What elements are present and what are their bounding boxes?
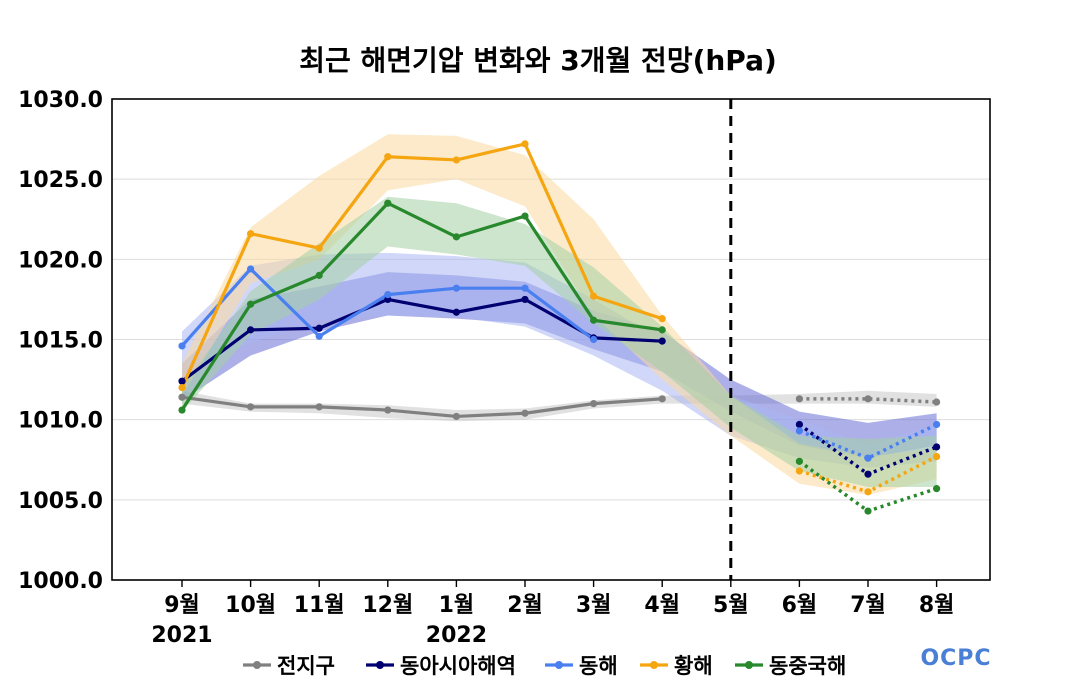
data-point <box>590 316 598 324</box>
axes <box>111 98 991 581</box>
data-point <box>247 326 255 334</box>
data-point <box>452 284 460 292</box>
forecast-point <box>864 470 872 478</box>
legend-marker <box>650 661 658 669</box>
x-tick-label: 11월 <box>294 593 345 618</box>
x-tick-label: 5월 <box>713 593 749 618</box>
data-point <box>452 233 460 241</box>
y-axis-ticks: 1000.0 1005.0 1010.0 1015.0 1020.0 1025.0 1030… <box>18 88 103 594</box>
forecast-point <box>933 420 941 429</box>
legend-label: 황해 <box>674 654 713 678</box>
x-axis-ticks: 9월 10월 11월 12월 1월 2월 3월 4월 5월 6월 7월 8월 2021 2022 <box>151 580 954 648</box>
data-point <box>521 140 529 148</box>
data-point <box>590 292 598 300</box>
data-point <box>178 342 186 350</box>
y-tick-label: 1015.0 <box>18 329 103 354</box>
legend-label: 동중국해 <box>769 654 846 678</box>
data-point <box>384 153 392 161</box>
forecast-point <box>795 420 804 429</box>
forecast-point <box>795 427 804 435</box>
forecast-point <box>864 454 872 462</box>
x-tick-label: 1월 <box>439 593 475 618</box>
data-point <box>384 406 392 414</box>
data-point <box>178 384 186 392</box>
data-point <box>315 244 323 252</box>
forecast-point <box>933 485 941 493</box>
forecast-point <box>795 457 804 465</box>
series-points <box>178 140 941 515</box>
legend: 전지구 동아시아해역 동해 황해 동중국해 <box>243 654 846 678</box>
data-point <box>315 332 323 340</box>
x-tick-label: 7월 <box>850 593 886 618</box>
forecast-point <box>864 488 872 496</box>
data-point <box>658 395 666 403</box>
logo-text: OCPC <box>920 646 991 671</box>
data-point <box>590 335 598 344</box>
x-tick-label: 9월 <box>164 593 200 618</box>
data-point <box>178 393 186 401</box>
x-tick-label: 6월 <box>782 593 818 618</box>
y-tick-label: 1005.0 <box>18 489 103 514</box>
data-point <box>590 400 598 408</box>
x-tick-label: 3월 <box>576 593 612 618</box>
x-tick-label: 8월 <box>919 593 955 618</box>
forecast-point <box>933 398 941 406</box>
forecast-point <box>795 467 804 475</box>
series-line-forecast <box>799 397 937 404</box>
data-point <box>658 326 666 334</box>
data-point <box>452 156 460 164</box>
forecast-point <box>864 507 872 515</box>
y-tick-label: 1030.0 <box>18 88 103 113</box>
y-tick-label: 1000.0 <box>18 569 103 594</box>
data-point <box>315 271 323 279</box>
forecast-point <box>933 452 941 461</box>
data-point <box>384 199 392 207</box>
legend-label: 동아시아해역 <box>400 654 516 678</box>
data-point <box>452 412 460 421</box>
legend-label: 전지구 <box>277 654 335 678</box>
legend-marker <box>376 661 384 669</box>
x-tick-label: 10월 <box>225 593 276 618</box>
data-point <box>247 230 255 238</box>
data-point <box>521 212 529 220</box>
band-5 <box>182 196 937 488</box>
series-line-observed <box>180 201 663 411</box>
legend-label: 동해 <box>579 654 618 678</box>
data-point <box>247 265 255 273</box>
data-point <box>452 308 460 316</box>
plot-frame <box>111 98 991 581</box>
chart-title: 최근 해면기압 변화와 3개월 전망(hPa) <box>299 44 777 77</box>
data-point <box>178 377 186 385</box>
y-tick-label: 1020.0 <box>18 248 103 273</box>
series-line-observed <box>180 142 663 389</box>
legend-marker <box>555 661 563 669</box>
year-label: 2021 <box>151 623 212 648</box>
y-tick-label: 1010.0 <box>18 409 103 434</box>
data-point <box>247 403 255 411</box>
legend-marker <box>253 661 261 669</box>
series-line-observed <box>181 395 663 419</box>
data-point <box>384 291 392 299</box>
forecast-point <box>795 395 804 403</box>
data-point <box>178 406 186 414</box>
y-tick-label: 1025.0 <box>18 168 103 193</box>
data-point <box>658 315 666 323</box>
data-point <box>315 324 323 332</box>
data-point <box>521 295 529 304</box>
x-tick-label: 4월 <box>644 593 680 618</box>
ocpc-logo: OCPC <box>920 646 991 671</box>
data-point <box>658 337 666 345</box>
data-point <box>521 284 529 292</box>
legend-marker <box>745 661 753 669</box>
forecast-point <box>933 443 941 451</box>
x-tick-label: 12월 <box>362 593 413 618</box>
data-point <box>247 300 255 308</box>
x-tick-label: 2월 <box>507 593 543 618</box>
forecast-point <box>864 395 872 403</box>
data-point <box>521 409 529 417</box>
data-point <box>315 403 323 411</box>
year-label: 2022 <box>426 623 487 648</box>
